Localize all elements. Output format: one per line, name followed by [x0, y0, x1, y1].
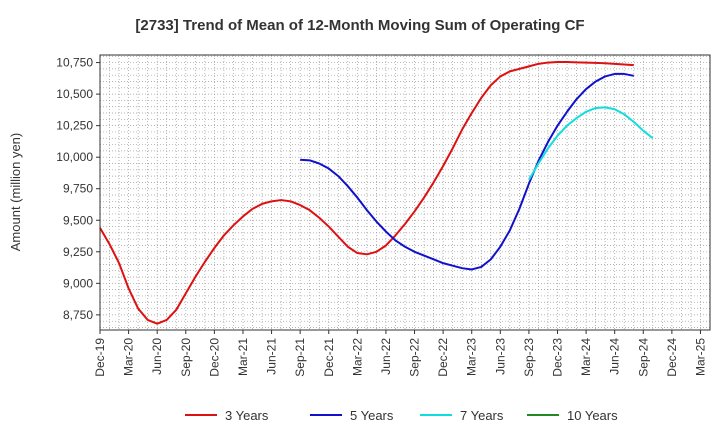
x-tick-label: Sep-23 [522, 338, 536, 377]
series-line-5-years [300, 72, 634, 271]
x-tick-label: Dec-23 [551, 338, 565, 377]
y-tick-label: 9,000 [63, 276, 93, 290]
legend: 3 Years 5 Years 7 Years 10 Years [185, 408, 618, 423]
x-tick-label: Jun-22 [379, 338, 393, 375]
grid-layer [100, 55, 710, 330]
x-tick-label: Jun-24 [608, 338, 622, 375]
y-tick-label: 9,500 [63, 213, 93, 227]
legend-item-5-years: 5 Years [310, 408, 394, 423]
x-tick-label: Jun-21 [265, 338, 279, 375]
x-tick-label: Mar-22 [350, 338, 364, 376]
series-line-7-years [528, 106, 654, 181]
y-tick-label: 10,250 [56, 119, 93, 133]
chart-title: [2733] Trend of Mean of 12-Month Moving … [135, 17, 584, 34]
legend-label: 5 Years [350, 408, 394, 423]
legend-label: 10 Years [567, 408, 618, 423]
y-tick-label: 10,500 [56, 87, 93, 101]
x-tick-label: Mar-20 [122, 338, 136, 376]
x-tick-label: Mar-25 [693, 338, 707, 376]
x-tick-labels: Dec-19 Mar-20 Jun-20 Sep-20 Dec-20 Mar-21 Jun-… [93, 330, 707, 377]
series-layer [99, 60, 654, 325]
legend-item-7-years: 7 Years [420, 408, 504, 423]
x-tick-label: Sep-21 [293, 338, 307, 377]
x-tick-label: Sep-24 [636, 338, 650, 377]
x-tick-label: Dec-24 [665, 338, 679, 377]
y-tick-label: 9,250 [63, 245, 93, 259]
x-tick-label: Dec-20 [207, 338, 221, 377]
y-tick-label: 9,750 [63, 182, 93, 196]
y-tick-label: 10,750 [56, 56, 93, 70]
y-tick-labels: 8,750 9,000 9,250 9,500 9,750 10,000 10,250 10,… [56, 56, 100, 322]
x-tick-label: Mar-24 [579, 338, 593, 376]
legend-label: 3 Years [225, 408, 269, 423]
x-tick-label: Sep-20 [179, 338, 193, 377]
legend-label: 7 Years [460, 408, 504, 423]
x-tick-label: Dec-19 [93, 338, 107, 377]
x-tick-label: Jun-20 [150, 338, 164, 375]
x-tick-label: Mar-23 [465, 338, 479, 376]
x-tick-label: Sep-22 [408, 338, 422, 377]
x-tick-label: Dec-21 [322, 338, 336, 377]
y-axis-label: Amount (million yen) [8, 133, 23, 252]
x-tick-label: Dec-22 [436, 338, 450, 377]
y-tick-label: 10,000 [56, 150, 93, 164]
x-tick-label: Mar-21 [236, 338, 250, 376]
legend-item-3-years: 3 Years [185, 408, 269, 423]
x-tick-label: Jun-23 [493, 338, 507, 375]
legend-item-10-years: 10 Years [527, 408, 618, 423]
plot-frame [99, 54, 711, 331]
series-line-3-years [99, 60, 634, 325]
y-tick-label: 8,750 [63, 308, 93, 322]
